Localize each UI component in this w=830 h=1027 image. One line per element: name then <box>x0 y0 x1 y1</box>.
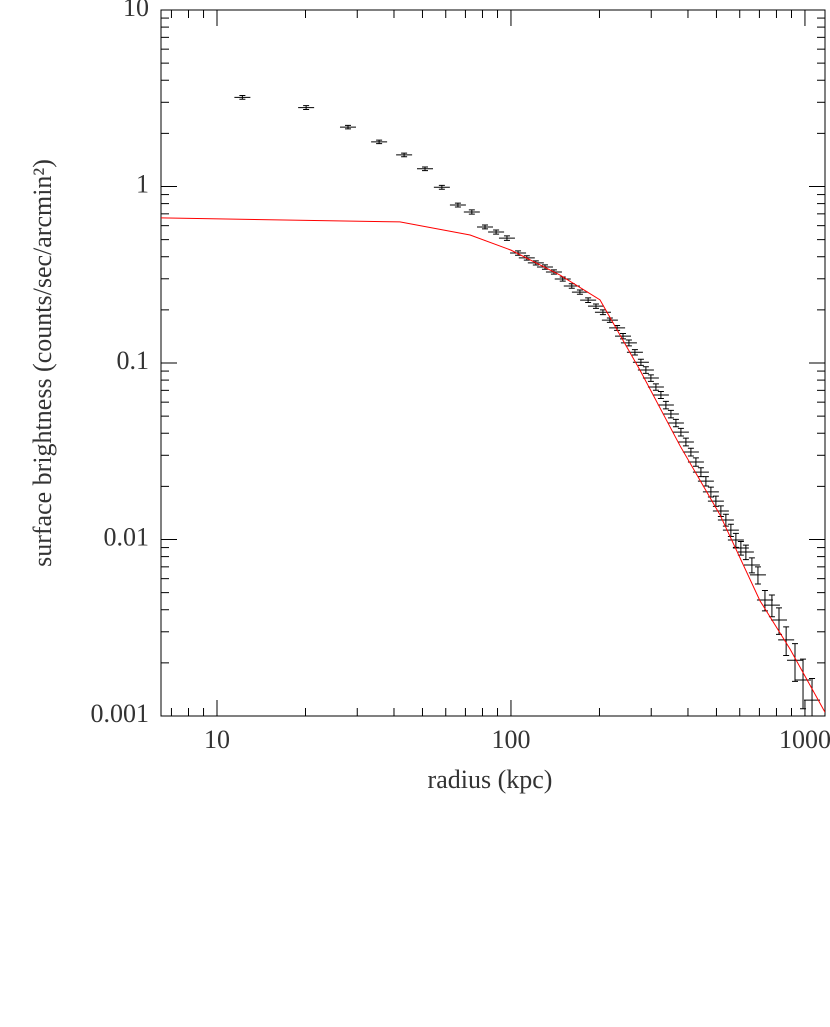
error-bar <box>615 332 632 340</box>
error-bar <box>667 418 684 428</box>
error-bar <box>763 594 780 618</box>
error-bar <box>234 94 251 100</box>
error-bar <box>396 152 413 158</box>
y-tick-label: 0.01 <box>104 522 150 551</box>
error-bar <box>707 495 724 507</box>
error-bar <box>672 427 689 437</box>
error-bar <box>749 566 766 585</box>
x-tick-label: 100 <box>491 725 530 754</box>
error-bar <box>722 523 739 537</box>
model-line <box>161 217 825 713</box>
error-bar <box>687 457 704 467</box>
x-axis-label: radius (kpc) <box>428 765 553 794</box>
error-bar <box>647 383 664 391</box>
error-bar <box>787 643 804 682</box>
error-bar <box>712 505 729 517</box>
error-bar <box>449 202 466 208</box>
error-bar <box>620 339 637 347</box>
error-bar <box>727 532 744 548</box>
y-tick-label: 1 <box>136 169 149 198</box>
error-bar <box>477 224 494 230</box>
y-tick-label: 10 <box>123 0 149 22</box>
error-bar <box>637 366 654 374</box>
error-bar <box>571 289 588 295</box>
error-bar <box>642 374 659 382</box>
error-bar <box>601 317 618 323</box>
error-bar <box>498 235 515 241</box>
error-bar <box>609 325 626 331</box>
x-tick-label: 10 <box>204 725 230 754</box>
error-bar <box>463 209 480 215</box>
error-bar <box>632 358 649 366</box>
error-bar <box>626 349 643 356</box>
error-bar <box>563 283 580 289</box>
error-bar <box>488 229 505 235</box>
plot-data <box>161 94 825 716</box>
error-bar <box>697 476 714 487</box>
error-bar <box>298 105 315 111</box>
error-bar <box>677 437 694 447</box>
error-bar <box>594 309 611 316</box>
error-bar <box>717 513 734 527</box>
y-tick-label: 0.001 <box>91 699 150 728</box>
error-bar <box>732 540 749 556</box>
error-bar <box>682 447 699 457</box>
y-tick-label: 0.1 <box>117 346 150 375</box>
error-bar <box>692 467 709 478</box>
error-bar <box>652 391 669 400</box>
error-bar <box>795 658 812 710</box>
error-bar <box>587 303 604 309</box>
x-tick-label: 1000 <box>779 725 830 754</box>
error-bar <box>804 678 821 716</box>
error-bar <box>770 607 787 635</box>
error-bar <box>778 626 795 657</box>
error-bar <box>371 139 388 145</box>
plot-frame <box>160 9 826 717</box>
error-bar <box>433 184 450 190</box>
error-bar <box>662 409 679 419</box>
error-bar <box>417 166 434 172</box>
error-bar <box>756 590 773 612</box>
error-bar <box>702 486 719 498</box>
y-axis-label: surface brightness (counts/sec/arcmin²) <box>28 159 57 567</box>
error-bar <box>510 250 527 256</box>
error-bar <box>339 124 356 130</box>
error-bar <box>554 276 571 282</box>
error-bar <box>657 400 674 410</box>
error-bar <box>580 297 597 304</box>
error-bar <box>737 544 754 561</box>
error-bar <box>743 557 760 574</box>
